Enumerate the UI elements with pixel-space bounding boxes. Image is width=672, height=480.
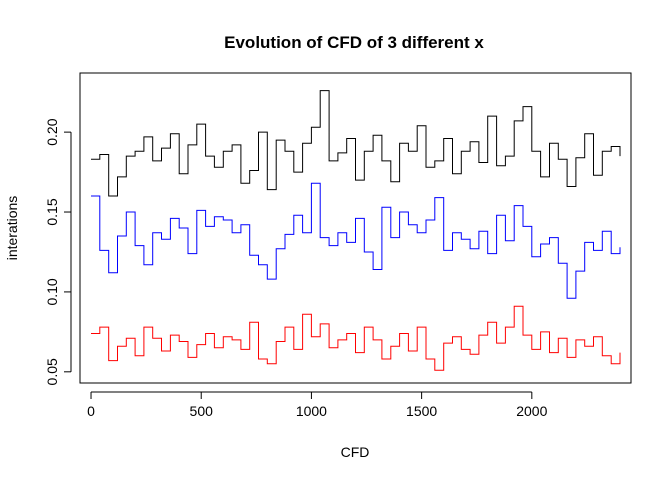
series-line-1 — [91, 90, 621, 197]
x-tick-label: 1500 — [406, 403, 437, 419]
y-axis-label: interations — [4, 196, 20, 261]
x-axis-label: CFD — [341, 444, 370, 460]
y-axis: 0.05 0.10 0.15 0.20 — [44, 118, 72, 385]
x-tick-label: 2000 — [516, 403, 547, 419]
series-line-3 — [91, 305, 621, 371]
series-line-2 — [91, 182, 621, 299]
x-tick-label: 1000 — [296, 403, 327, 419]
x-axis: 0 500 1000 1500 2000 — [87, 391, 548, 419]
y-tick-label: 0.20 — [44, 118, 60, 145]
plot-frame — [79, 72, 632, 384]
x-tick-label: 0 — [87, 403, 95, 419]
y-tick-label: 0.05 — [44, 358, 60, 385]
y-tick-label: 0.15 — [44, 198, 60, 225]
y-tick-label: 0.10 — [44, 278, 60, 305]
series-layer — [91, 90, 621, 371]
chart-title: Evolution of CFD of 3 different x — [224, 33, 484, 52]
x-tick-label: 500 — [190, 403, 214, 419]
